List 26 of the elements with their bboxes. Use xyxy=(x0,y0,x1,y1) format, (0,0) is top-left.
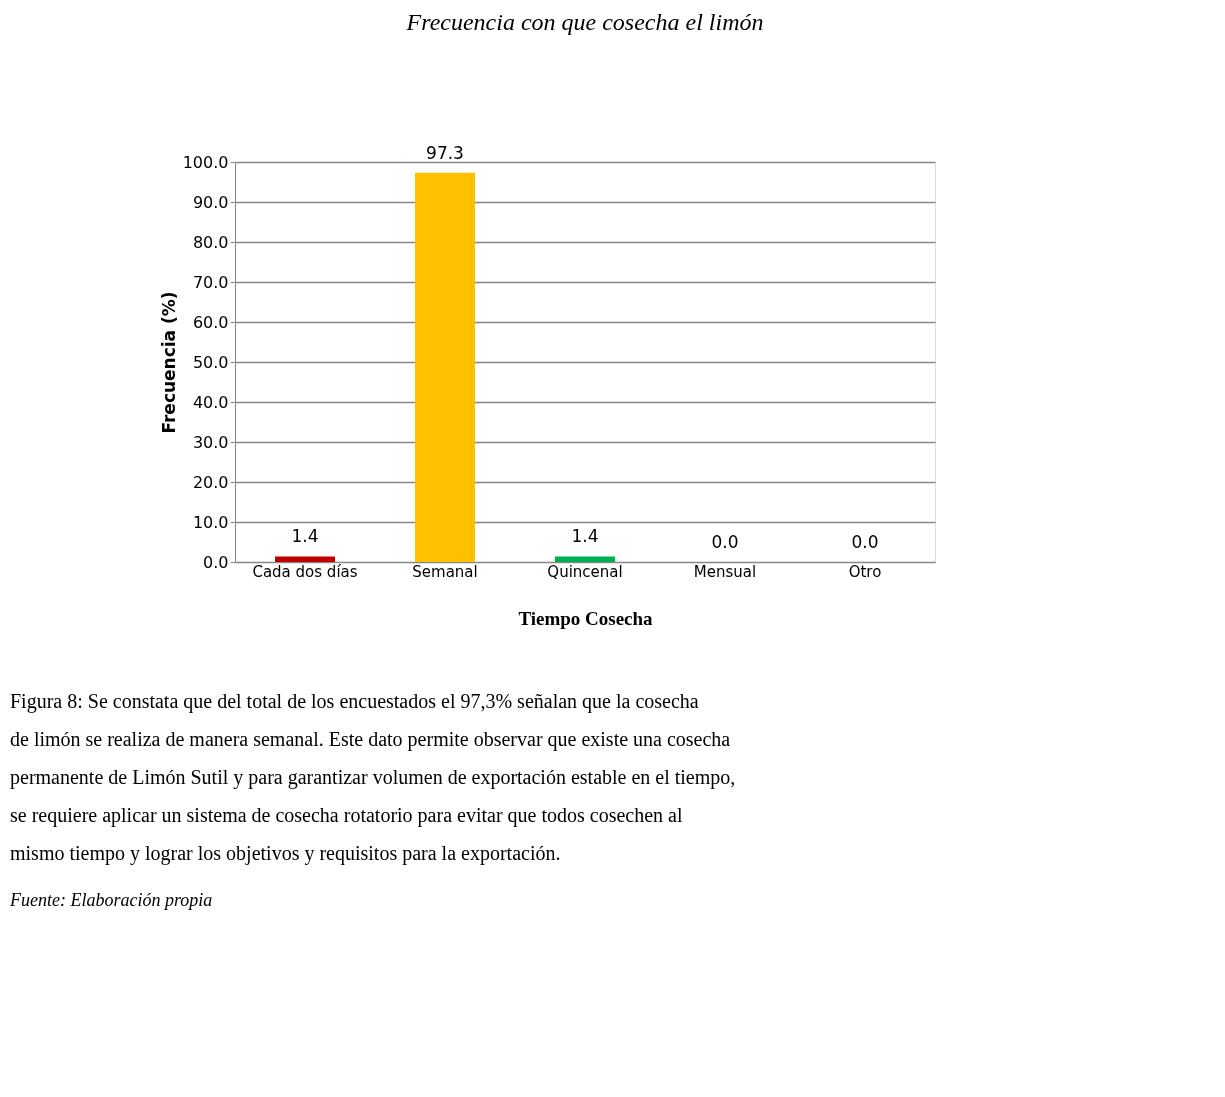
source-note: Fuente: Elaboración propia xyxy=(9,890,213,910)
x-tick-label: Semanal xyxy=(412,562,478,581)
text: Figura 8: Se constata que del total de los encuestados el 97,3% señalan que la cosecha de limón se realiza de manera semanal. Este dato permite observar que existe una cosecha permanente de Limón Sutil y para garantizar volumen de exportación estable en el tiempo, se requiere aplicar un sistema de cosecha rotatorio para evitar que todos cosechen al mismo tiempo y lograr los objetivos y requisitos para la exportación. xyxy=(10,690,736,865)
y-tick-label: 20.0 xyxy=(192,472,229,492)
x-tick-label: Mensual xyxy=(693,562,757,581)
x-axis-title: Tiempo Cosecha xyxy=(518,607,654,629)
y-tick-label: 60.0 xyxy=(192,312,229,332)
data-label: 0.0 xyxy=(851,532,879,552)
x-tick-label: Cada dos días xyxy=(252,562,358,581)
y-tick-label: 40.0 xyxy=(192,392,229,412)
y-tick-label: 80.0 xyxy=(192,232,229,252)
data-label: 97.3 xyxy=(426,142,464,163)
data-label: 0.0 xyxy=(711,532,739,552)
x-tick-label: Otro xyxy=(848,562,882,581)
y-tick-label: 100.0 xyxy=(182,152,229,172)
y-tick-label: 10.0 xyxy=(192,512,229,532)
y-tick-label: 0.0 xyxy=(203,552,229,572)
y-tick-label: 30.0 xyxy=(192,432,229,452)
data-label: 1.4 xyxy=(571,526,599,547)
y-tick-label: 70.0 xyxy=(192,272,229,292)
chart-title: Frecuencia con que cosecha el limón xyxy=(405,8,764,35)
y-tick-label: 90.0 xyxy=(192,192,229,212)
y-tick-label: 50.0 xyxy=(192,352,229,372)
x-tick-label: Quincenal xyxy=(547,562,623,581)
data-label: 1.4 xyxy=(291,526,319,547)
y-axis-title: Frecuencia (%) xyxy=(158,291,179,434)
